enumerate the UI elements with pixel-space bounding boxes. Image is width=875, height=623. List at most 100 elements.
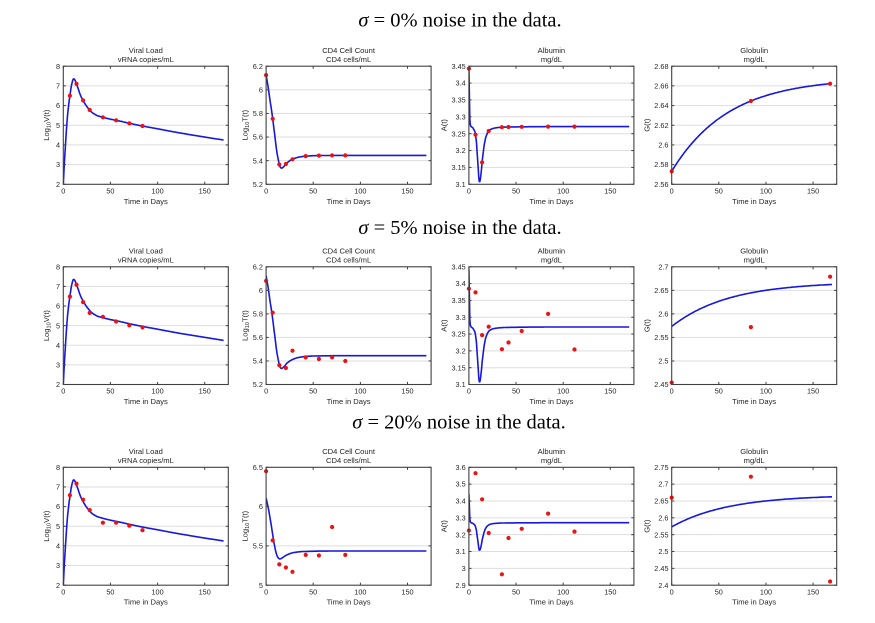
svg-text:5: 5	[56, 121, 60, 130]
svg-text:6: 6	[259, 502, 263, 511]
svg-text:100: 100	[557, 387, 569, 396]
svg-text:Time in Days: Time in Days	[124, 598, 168, 607]
svg-text:Albumin: Albumin	[538, 447, 565, 456]
svg-text:3.25: 3.25	[451, 129, 465, 138]
svg-text:σ = 5% noise in the data.: σ = 5% noise in the data.	[358, 217, 561, 239]
svg-text:100: 100	[152, 187, 164, 196]
svg-text:3.1: 3.1	[456, 180, 466, 189]
svg-text:Time in Days: Time in Days	[732, 197, 776, 206]
svg-text:σ = 20% noise in the data.: σ = 20% noise in the data.	[352, 411, 566, 433]
svg-text:5: 5	[56, 321, 60, 330]
svg-text:2.5: 2.5	[658, 357, 668, 366]
svg-text:100: 100	[354, 387, 366, 396]
svg-text:3.1: 3.1	[456, 380, 466, 389]
svg-text:7: 7	[56, 282, 60, 291]
svg-text:100: 100	[354, 587, 366, 596]
svg-text:100: 100	[152, 587, 164, 596]
svg-text:50: 50	[309, 587, 317, 596]
svg-text:3.5: 3.5	[456, 480, 466, 489]
svg-text:Globulin: Globulin	[740, 247, 768, 256]
svg-text:vRNA copies/mL: vRNA copies/mL	[118, 55, 174, 64]
svg-text:0: 0	[467, 387, 471, 396]
svg-text:7: 7	[56, 81, 60, 90]
svg-text:Log10T(t): Log10T(t)	[241, 510, 252, 541]
svg-text:3.4: 3.4	[456, 497, 466, 506]
svg-text:100: 100	[760, 387, 772, 396]
svg-text:5.4: 5.4	[253, 156, 263, 165]
svg-text:CD4 Cell Count: CD4 Cell Count	[322, 447, 376, 456]
svg-text:0: 0	[61, 187, 65, 196]
svg-text:3.2: 3.2	[456, 146, 466, 155]
svg-text:2: 2	[56, 180, 60, 189]
svg-text:3.6: 3.6	[456, 463, 466, 472]
svg-text:100: 100	[760, 187, 772, 196]
svg-text:0: 0	[670, 587, 674, 596]
svg-text:3.3: 3.3	[456, 513, 466, 522]
svg-text:Log10T(t): Log10T(t)	[241, 310, 252, 341]
svg-text:Time in Days: Time in Days	[327, 197, 371, 206]
svg-text:5: 5	[259, 581, 263, 590]
svg-text:5.2: 5.2	[253, 380, 263, 389]
svg-text:σ = 0% noise in the data.: σ = 0% noise in the data.	[358, 10, 561, 32]
svg-text:mg/dL: mg/dL	[541, 55, 562, 64]
svg-text:CD4 Cell Count: CD4 Cell Count	[322, 247, 376, 256]
svg-text:Albumin: Albumin	[538, 46, 565, 55]
svg-text:Log10V(t): Log10V(t)	[42, 510, 53, 542]
svg-text:6.2: 6.2	[253, 62, 263, 71]
svg-text:50: 50	[106, 387, 114, 396]
svg-text:Viral Load: Viral Load	[129, 46, 163, 55]
svg-text:3.3: 3.3	[456, 112, 466, 121]
svg-text:3: 3	[56, 561, 60, 570]
svg-text:mg/dL: mg/dL	[541, 456, 562, 465]
svg-text:100: 100	[152, 387, 164, 396]
svg-text:2.4: 2.4	[658, 581, 668, 590]
svg-text:6: 6	[259, 85, 263, 94]
svg-text:50: 50	[715, 387, 723, 396]
svg-text:Globulin: Globulin	[740, 447, 768, 456]
svg-text:150: 150	[604, 187, 616, 196]
svg-text:150: 150	[604, 587, 616, 596]
svg-text:4: 4	[56, 341, 60, 350]
svg-text:50: 50	[715, 587, 723, 596]
svg-text:0: 0	[61, 387, 65, 396]
svg-text:3.2: 3.2	[456, 346, 466, 355]
svg-text:150: 150	[807, 187, 819, 196]
svg-text:4: 4	[56, 141, 60, 150]
svg-text:2: 2	[56, 380, 60, 389]
svg-text:6.2: 6.2	[253, 262, 263, 271]
svg-text:3.4: 3.4	[456, 279, 466, 288]
svg-text:3: 3	[56, 160, 60, 169]
svg-text:Time in Days: Time in Days	[529, 598, 573, 607]
svg-text:3.45: 3.45	[451, 262, 465, 271]
svg-text:6.5: 6.5	[253, 463, 263, 472]
svg-text:150: 150	[807, 587, 819, 596]
svg-text:5.8: 5.8	[253, 109, 263, 118]
svg-text:150: 150	[401, 387, 413, 396]
svg-text:Globulin: Globulin	[740, 46, 768, 55]
svg-text:5.6: 5.6	[253, 333, 263, 342]
svg-text:5.2: 5.2	[253, 180, 263, 189]
svg-text:Albumin: Albumin	[538, 247, 565, 256]
svg-text:2.6: 2.6	[658, 513, 668, 522]
svg-text:Viral Load: Viral Load	[129, 447, 163, 456]
svg-text:0: 0	[264, 187, 268, 196]
svg-text:100: 100	[760, 587, 772, 596]
svg-text:Time in Days: Time in Days	[529, 397, 573, 406]
svg-text:100: 100	[557, 187, 569, 196]
svg-text:3: 3	[56, 360, 60, 369]
svg-text:100: 100	[557, 587, 569, 596]
svg-text:150: 150	[199, 187, 211, 196]
svg-text:3.35: 3.35	[451, 296, 465, 305]
svg-text:5.5: 5.5	[253, 542, 263, 551]
svg-text:3.15: 3.15	[451, 163, 465, 172]
svg-text:50: 50	[309, 187, 317, 196]
svg-text:2.6: 2.6	[658, 309, 668, 318]
svg-text:3.45: 3.45	[451, 62, 465, 71]
svg-text:3.1: 3.1	[456, 547, 466, 556]
svg-text:0: 0	[670, 387, 674, 396]
svg-text:2.7: 2.7	[658, 480, 668, 489]
svg-text:50: 50	[512, 187, 520, 196]
svg-text:0: 0	[264, 387, 268, 396]
svg-text:2.66: 2.66	[654, 81, 668, 90]
svg-text:Time in Days: Time in Days	[124, 397, 168, 406]
